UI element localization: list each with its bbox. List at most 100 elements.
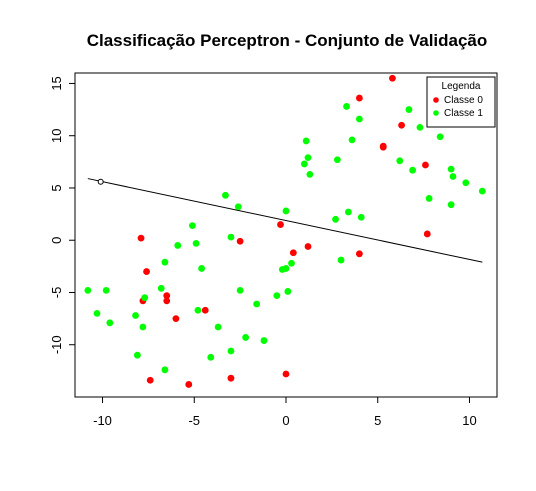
legend-label: Classe 0 bbox=[444, 95, 483, 106]
point-classe-1 bbox=[304, 154, 312, 162]
point-classe-1 bbox=[198, 265, 206, 272]
point-classe-0 bbox=[355, 250, 363, 258]
point-classe-0 bbox=[423, 230, 431, 238]
point-classe-0 bbox=[398, 121, 405, 129]
point-classe-1 bbox=[396, 157, 404, 165]
chart-title: Classificação Perceptron - Conjunto de V… bbox=[87, 31, 488, 50]
x-tick-label: 0 bbox=[282, 413, 289, 428]
decision-boundary-line bbox=[87, 178, 483, 263]
boundary-marker bbox=[97, 178, 104, 185]
point-classe-1 bbox=[222, 191, 229, 199]
point-classe-1 bbox=[462, 179, 470, 187]
point-classe-1 bbox=[234, 203, 242, 211]
point-classe-0 bbox=[379, 142, 387, 150]
point-classe-0 bbox=[172, 315, 180, 323]
legend-marker bbox=[433, 97, 439, 103]
x-tick-label: 5 bbox=[374, 413, 381, 428]
point-classe-1 bbox=[355, 115, 363, 123]
y-tick-label: -10 bbox=[49, 335, 64, 354]
y-tick-label: -5 bbox=[49, 287, 64, 299]
point-classe-1 bbox=[405, 106, 413, 113]
point-classe-0 bbox=[227, 374, 235, 382]
point-classe-1 bbox=[478, 187, 486, 195]
x-tick-label: -10 bbox=[93, 413, 112, 428]
point-classe-0 bbox=[355, 94, 363, 102]
point-classe-1 bbox=[214, 323, 222, 331]
point-classe-1 bbox=[174, 242, 182, 249]
point-classe-0 bbox=[422, 161, 429, 169]
y-tick-label: 5 bbox=[49, 184, 64, 191]
point-classe-1 bbox=[260, 337, 268, 344]
y-tick-label: 15 bbox=[49, 76, 64, 90]
point-classe-1 bbox=[409, 166, 416, 174]
point-classe-1 bbox=[236, 286, 244, 294]
point-classe-1 bbox=[161, 258, 169, 266]
point-classe-1 bbox=[357, 213, 365, 221]
legend-marker bbox=[433, 110, 439, 116]
x-tick-label: 10 bbox=[462, 413, 476, 428]
point-classe-0 bbox=[201, 306, 209, 314]
legend-label: Classe 1 bbox=[444, 108, 483, 119]
point-classe-1 bbox=[194, 306, 202, 314]
point-classe-1 bbox=[242, 334, 250, 341]
point-classe-1 bbox=[337, 256, 345, 264]
point-classe-1 bbox=[425, 195, 433, 202]
point-classe-0 bbox=[163, 297, 171, 305]
legend-title: Legenda bbox=[442, 81, 481, 92]
point-classe-1 bbox=[282, 265, 290, 272]
point-classe-1 bbox=[189, 222, 196, 229]
point-classe-0 bbox=[389, 74, 396, 82]
point-classe-1 bbox=[302, 137, 310, 145]
point-classe-1 bbox=[192, 239, 200, 247]
point-classe-1 bbox=[284, 288, 292, 295]
point-classe-0 bbox=[236, 237, 244, 245]
point-classe-1 bbox=[449, 173, 457, 180]
point-classe-0 bbox=[289, 249, 297, 257]
point-classe-1 bbox=[282, 207, 290, 215]
point-classe-1 bbox=[306, 170, 314, 178]
y-tick-label: 10 bbox=[49, 128, 64, 142]
point-classe-1 bbox=[133, 351, 141, 359]
point-classe-0 bbox=[163, 292, 171, 300]
point-classe-1 bbox=[253, 300, 261, 308]
point-classe-1 bbox=[106, 319, 114, 327]
point-classe-0 bbox=[143, 268, 150, 275]
point-classe-1 bbox=[300, 160, 308, 168]
point-classe-1 bbox=[436, 133, 444, 141]
point-classe-0 bbox=[282, 370, 290, 378]
point-classe-1 bbox=[141, 294, 149, 302]
point-classe-0 bbox=[146, 376, 154, 384]
data-points bbox=[84, 74, 486, 388]
point-classe-1 bbox=[416, 123, 424, 131]
point-classe-1 bbox=[139, 323, 147, 331]
point-classe-0 bbox=[185, 381, 193, 388]
point-classe-1 bbox=[207, 353, 215, 361]
y-tick-label: 0 bbox=[49, 237, 64, 244]
point-classe-1 bbox=[344, 208, 352, 216]
point-classe-1 bbox=[447, 201, 455, 209]
point-classe-1 bbox=[348, 136, 356, 144]
point-classe-1 bbox=[343, 103, 350, 110]
point-classe-1 bbox=[333, 156, 341, 164]
decision-boundary bbox=[87, 178, 483, 263]
legend: Legenda Classe 0 Classe 1 bbox=[426, 76, 496, 128]
point-classe-1 bbox=[161, 366, 169, 374]
point-classe-1 bbox=[288, 259, 295, 267]
point-classe-1 bbox=[93, 309, 101, 317]
point-classe-1 bbox=[273, 292, 281, 300]
point-classe-0 bbox=[137, 234, 145, 242]
point-classe-1 bbox=[227, 347, 235, 355]
x-tick-label: -5 bbox=[188, 413, 200, 428]
legend-box bbox=[426, 76, 496, 128]
point-classe-1 bbox=[84, 286, 92, 294]
point-classe-0 bbox=[304, 243, 312, 250]
point-classe-1 bbox=[132, 312, 139, 319]
y-axis: -10 -5 0 5 10 15 bbox=[49, 76, 76, 354]
point-classe-1 bbox=[102, 286, 110, 294]
x-axis: -10 -5 0 5 10 bbox=[93, 396, 477, 428]
point-classe-0 bbox=[277, 221, 284, 228]
point-classe-1 bbox=[157, 284, 165, 292]
point-classe-1 bbox=[332, 215, 339, 223]
point-classe-1 bbox=[227, 233, 235, 241]
